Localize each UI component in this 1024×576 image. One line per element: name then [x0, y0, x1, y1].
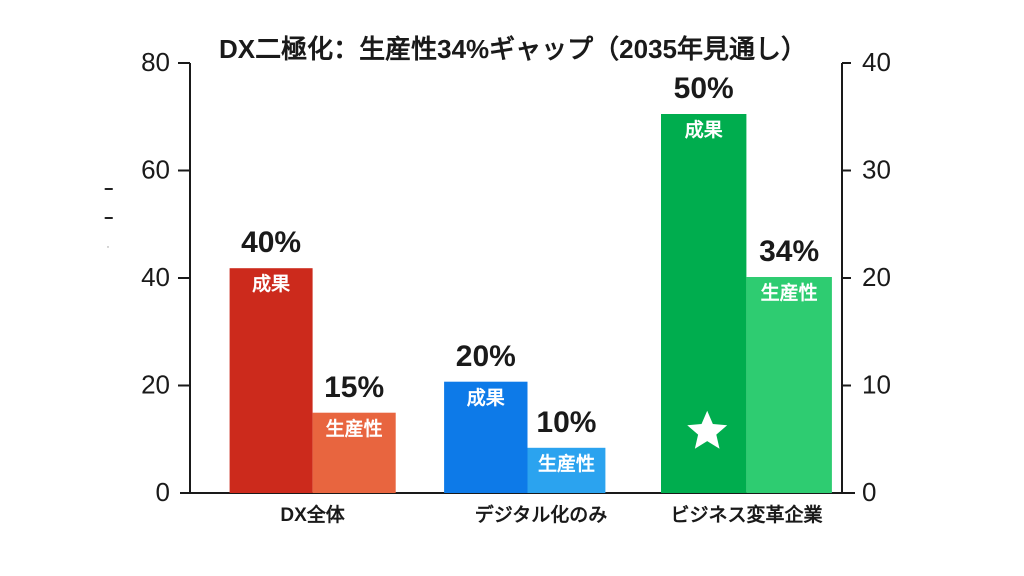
- svg-text:DX全体: DX全体: [280, 503, 345, 526]
- svg-text:デジタル化のみ: デジタル化のみ: [475, 503, 608, 526]
- svg-text:成果: 成果: [685, 118, 723, 141]
- svg-text:生産性: 生産性: [326, 417, 383, 440]
- svg-text:15%: 15%: [324, 371, 384, 404]
- svg-text:0: 0: [156, 477, 170, 507]
- svg-text:成果: 成果: [467, 386, 505, 409]
- svg-text:20%: 20%: [456, 340, 516, 373]
- svg-text:60: 60: [141, 155, 170, 185]
- svg-text:50%: 50%: [674, 72, 734, 105]
- svg-text:ビジネス変革企業: ビジネス変革企業: [670, 503, 823, 526]
- svg-text:80: 80: [141, 47, 170, 77]
- svg-text:成果: 成果: [252, 272, 290, 295]
- svg-text:生産性: 生産性: [538, 452, 595, 475]
- svg-text:30: 30: [862, 155, 891, 185]
- svg-text:40%: 40%: [241, 226, 301, 259]
- svg-text:0: 0: [862, 477, 876, 507]
- svg-text:10: 10: [862, 370, 891, 400]
- svg-text:10%: 10%: [536, 406, 596, 439]
- svg-text:40: 40: [862, 47, 891, 77]
- svg-text:20: 20: [141, 370, 170, 400]
- svg-text:生産性: 生産性: [761, 281, 818, 304]
- svg-text:40: 40: [141, 262, 170, 292]
- svg-text:34%: 34%: [759, 235, 819, 268]
- svg-text:20: 20: [862, 262, 891, 292]
- svg-text:DX二極化：生産性34%ギャップ（2035年見通し）: DX二極化：生産性34%ギャップ（2035年見通し）: [219, 34, 807, 64]
